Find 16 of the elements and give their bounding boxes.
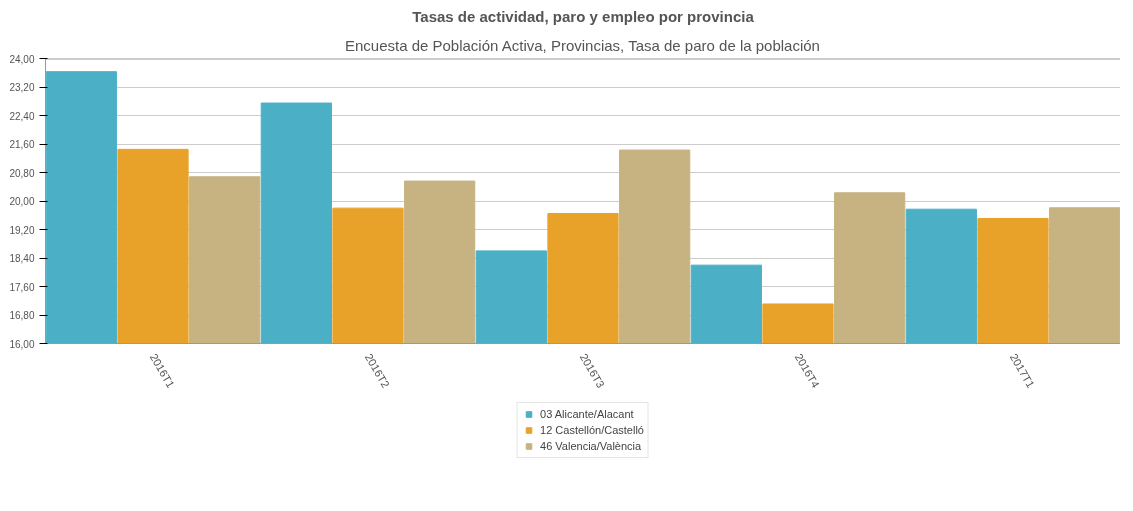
y-tick-label: 16,00 (9, 338, 35, 350)
y-tick-label: 23,20 (9, 82, 35, 93)
y-tick-label: 20,00 (9, 196, 35, 207)
y-tick-label: 20,80 (9, 167, 35, 179)
y-tick-label: 16,80 (9, 310, 35, 321)
legend-label: 03 Alicante/Alacant (540, 407, 634, 421)
chart-title: Tasas de actividad, paro y empleo por provincia (412, 7, 755, 25)
chart-subtitle: Encuesta de Población Activa, Provincias, Tasa de paro de la población (344, 36, 820, 54)
legend-label: 46 Valencia/València (540, 439, 642, 453)
y-tick-label: 19,20 (9, 224, 35, 236)
y-tick-label: 18,40 (9, 253, 35, 264)
y-tick-label: 21,60 (9, 139, 35, 150)
legend-label: 12 Castellón/Castelló (540, 423, 644, 437)
y-tick-label: 17,60 (9, 281, 35, 293)
y-tick-label: 24,00 (9, 53, 35, 65)
y-tick-label: 22,40 (9, 110, 35, 122)
